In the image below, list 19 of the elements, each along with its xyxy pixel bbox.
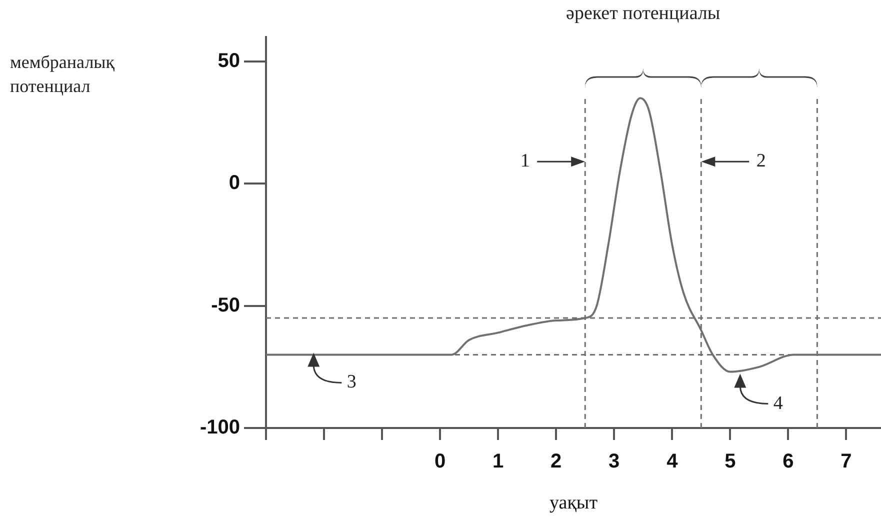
annotation: 2 bbox=[756, 150, 766, 172]
x-axis-title: уақыт bbox=[550, 492, 598, 514]
y-tick-label: 0 bbox=[228, 172, 240, 194]
y-tick-label: -50 bbox=[211, 294, 240, 316]
x-tick-label: 7 bbox=[840, 450, 852, 473]
annotation: 1 bbox=[520, 150, 530, 172]
x-tick-label: 2 bbox=[550, 450, 562, 473]
text: әрекет потенциалы bbox=[565, 2, 722, 26]
annotation: 4 bbox=[773, 392, 784, 414]
x-tick-label: 5 bbox=[724, 450, 736, 473]
y-tick-label: 50 bbox=[218, 50, 240, 72]
x-tick-label: 0 bbox=[434, 450, 446, 473]
x-tick-label: 3 bbox=[608, 450, 620, 473]
x-tick-label: 6 bbox=[782, 450, 794, 473]
y-tick-label: -100 bbox=[200, 416, 240, 439]
x-tick-label: 4 bbox=[666, 450, 679, 473]
y-axis-title: мембраналық потенциал bbox=[10, 51, 116, 98]
annotation: 3 bbox=[346, 372, 356, 393]
x-tick-label: 1 bbox=[492, 450, 504, 473]
